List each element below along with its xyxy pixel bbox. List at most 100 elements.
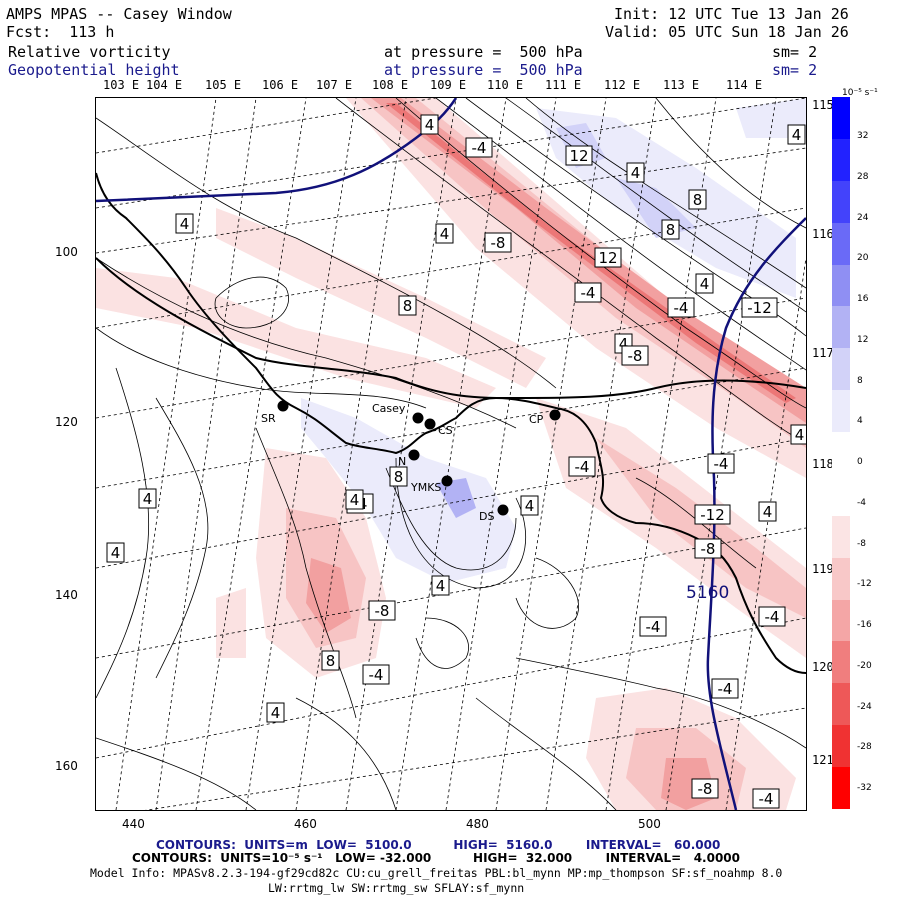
colorbar-swatch <box>832 180 850 224</box>
contour-label: 4 <box>345 489 364 510</box>
colorbar-swatch <box>832 264 850 307</box>
colorbar-tick-label: -16 <box>857 620 872 630</box>
colorbar-tick-label: -4 <box>857 497 866 508</box>
svg-text:4: 4 <box>143 490 153 508</box>
svg-text:8: 8 <box>693 191 703 209</box>
station-ymks[interactable]: YMKS <box>410 475 453 495</box>
footer-model-info-2: LW:rrtmg_lw SW:rrtmg_sw SFLAY:sf_mynn <box>268 881 525 895</box>
colorbar-tick-label: 32 <box>857 131 869 141</box>
colorbar-swatch <box>832 306 850 349</box>
svg-text:YMKS: YMKS <box>410 481 441 494</box>
station-markers[interactable]: SR Casey CS CP N YMKS DS <box>261 400 561 524</box>
colorbar-tick-label: -24 <box>857 701 872 712</box>
x-tick-label: 500 <box>638 817 661 831</box>
field1-name: Relative vorticity <box>8 43 171 61</box>
vorticity-contours <box>96 98 806 810</box>
svg-text:4: 4 <box>350 491 360 509</box>
svg-text:4: 4 <box>792 126 802 144</box>
colorbar-swatch <box>832 599 850 642</box>
svg-text:DS: DS <box>479 510 494 523</box>
colorbar-tick-label: -12 <box>857 579 872 590</box>
y-tick-label: 160 <box>55 759 78 773</box>
contour-label: -8 <box>621 345 649 366</box>
contour-label: 4 <box>626 162 645 183</box>
station-cs[interactable]: CS <box>424 418 453 438</box>
forecast-hour: Fcst: 113 h <box>6 23 115 41</box>
colorbar-tick-label: -8 <box>857 538 866 549</box>
svg-text:4: 4 <box>700 275 710 293</box>
svg-text:4: 4 <box>111 544 121 562</box>
y-tick-label: 120 <box>55 415 78 429</box>
contour-label: -4 <box>667 297 695 318</box>
field2-name: Geopotential height <box>8 61 180 79</box>
y-tick-label: 100 <box>55 245 78 259</box>
svg-text:12: 12 <box>569 147 588 165</box>
x-tick-label: 440 <box>122 817 145 831</box>
station-ds[interactable]: DS <box>479 504 509 524</box>
lon-label-top: 104 E <box>146 78 183 92</box>
svg-text:-8: -8 <box>698 780 713 798</box>
field1-smoothing: sm= 2 <box>772 43 818 61</box>
colorbar-tick-label: -28 <box>857 742 872 753</box>
field2-smoothing: sm= 2 <box>772 61 818 79</box>
y-tick-label: 140 <box>55 588 78 602</box>
svg-text:CS: CS <box>438 424 453 437</box>
contour-label: 4 <box>520 495 539 516</box>
station-sr[interactable]: SR <box>261 400 289 426</box>
contour-label: -8 <box>694 538 722 559</box>
svg-text:-4: -4 <box>759 790 774 808</box>
field1-level: at pressure = 500 hPa <box>384 43 583 61</box>
contour-label: 4 <box>106 542 125 563</box>
colorbar-swatch <box>832 683 850 726</box>
contour-label: 8 <box>321 650 340 671</box>
svg-text:N: N <box>398 455 406 468</box>
svg-text:-4: -4 <box>765 608 780 626</box>
svg-text:4: 4 <box>436 577 446 595</box>
svg-text:-4: -4 <box>581 284 596 302</box>
svg-text:CP: CP <box>529 413 544 426</box>
colorbar-swatch <box>832 348 850 391</box>
colorbar-tick-label: 12 <box>857 334 869 345</box>
svg-text:-4: -4 <box>575 458 590 476</box>
colorbar-tick-label: 24 <box>857 212 869 223</box>
contour-label: 4 <box>435 223 454 244</box>
contour-label: 8 <box>389 466 408 487</box>
lon-label-top: 103 E <box>103 78 140 92</box>
svg-text:-4: -4 <box>646 618 661 636</box>
colorbar-unit: 10⁻⁵ s⁻¹ <box>842 88 878 98</box>
contour-label: 12 <box>594 247 622 268</box>
contour-label: 8 <box>661 219 680 240</box>
station-casey[interactable]: Casey <box>372 402 424 424</box>
contour-label: -4 <box>707 453 735 474</box>
station-cp[interactable]: CP <box>529 409 561 427</box>
station-n[interactable]: N <box>398 449 420 469</box>
svg-text:-8: -8 <box>491 234 506 252</box>
colorbar-tick-label: 4 <box>857 416 863 427</box>
vorticity-map[interactable]: 4-412448844-81248-4-124-4-84-448-44-4444… <box>95 97 807 811</box>
svg-text:-8: -8 <box>628 347 643 365</box>
colorbar-swatch <box>832 97 850 140</box>
contour-label: -12 <box>741 297 778 318</box>
contour-label: 8 <box>398 295 417 316</box>
colorbar-swatch <box>832 515 850 559</box>
svg-text:4: 4 <box>440 225 450 243</box>
svg-text:8: 8 <box>666 221 676 239</box>
colorbar <box>832 97 850 810</box>
svg-text:4: 4 <box>425 116 435 134</box>
contour-label: 4 <box>138 488 157 509</box>
svg-text:-4: -4 <box>714 455 729 473</box>
contour-label: -8 <box>691 778 719 799</box>
contour-label: -4 <box>574 282 602 303</box>
contour-label: -4 <box>752 788 780 809</box>
svg-text:-4: -4 <box>472 139 487 157</box>
svg-text:-4: -4 <box>369 666 384 684</box>
svg-text:-8: -8 <box>375 602 390 620</box>
svg-text:-12: -12 <box>700 506 725 524</box>
lon-label-top: 109 E <box>430 78 467 92</box>
contour-label: -4 <box>639 616 667 637</box>
contour-value-labels: 4-412448844-81248-4-124-4-84-448-44-4444… <box>106 114 806 809</box>
colorbar-swatch <box>832 473 850 517</box>
svg-text:-4: -4 <box>674 299 689 317</box>
contour-label: 4 <box>266 702 285 723</box>
colorbar-swatch <box>832 767 850 810</box>
